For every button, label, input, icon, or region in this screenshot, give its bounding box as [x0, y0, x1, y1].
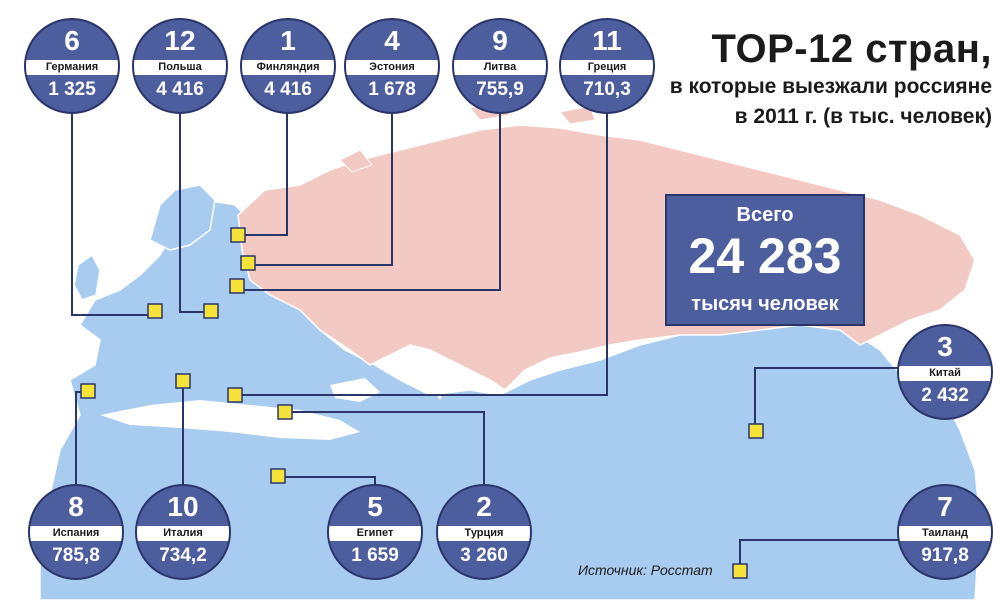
badge-value: 1 659 [351, 545, 399, 566]
badge-country-name: Греция [561, 60, 653, 75]
badge-value: 4 416 [156, 79, 204, 100]
badge-china: 3 Китай 2 432 [897, 324, 993, 420]
badge-country-name: Италия [137, 526, 229, 541]
total-box: Всего 24 283 тысяч человек [665, 194, 865, 326]
badge-rank: 6 [64, 25, 80, 56]
badge-country-name: Египет [329, 526, 421, 541]
badge-country-name: Польша [134, 60, 226, 75]
marker-spain [80, 383, 96, 399]
badge-value: 734,2 [159, 545, 207, 566]
badge-country-name: Германия [26, 60, 118, 75]
marker-egypt [270, 468, 286, 484]
badge-rank: 11 [592, 25, 622, 56]
marker-turkey [277, 404, 293, 420]
arctic-island-2 [559, 105, 596, 125]
leader-line-china [754, 367, 905, 432]
marker-finland [230, 227, 246, 243]
mediterranean-sea [100, 400, 360, 440]
page-subtitle-line2: в 2011 г. (в тыс. человек) [734, 105, 992, 128]
badge-country-name: Испания [30, 526, 122, 541]
badge-country-name: Таиланд [899, 526, 991, 541]
country-markers [80, 227, 764, 579]
leader-line-greece [236, 112, 608, 396]
leader-line-finland [240, 112, 288, 236]
badge-germany: 6 Германия 1 325 [24, 18, 120, 114]
marker-china [748, 423, 764, 439]
badge-value: 917,8 [921, 545, 969, 566]
badge-finland: 1 Финляндия 4 416 [240, 18, 336, 114]
marker-lithuania [229, 278, 245, 294]
uk-landmass [73, 253, 101, 301]
badge-country-name: Литва [454, 60, 546, 75]
badge-estonia: 4 Эстония 1 678 [344, 18, 440, 114]
badge-value: 1 678 [368, 79, 416, 100]
badge-value: 4 416 [264, 79, 312, 100]
badge-rank: 1 [280, 25, 296, 56]
badge-greece: 11 Греция 710,3 [559, 18, 655, 114]
badge-rank: 9 [492, 25, 508, 56]
badge-turkey: 2 Турция 3 260 [436, 484, 532, 580]
badge-country-name: Китай [899, 366, 991, 381]
scandinavia-landmass [149, 184, 216, 251]
page-title: ТОР-12 стран, [711, 27, 992, 71]
badge-rank: 10 [167, 491, 199, 522]
leader-line-thailand [739, 539, 905, 572]
leader-line-lithuania [240, 112, 501, 291]
badge-rank: 4 [384, 25, 400, 56]
badge-rank: 8 [68, 491, 84, 522]
badge-value: 785,8 [52, 545, 100, 566]
total-value: 24 283 [688, 228, 842, 284]
badge-value: 3 260 [460, 545, 508, 566]
leader-line-germany [71, 112, 150, 316]
caspian-sea [430, 345, 450, 400]
badge-lithuania: 9 Литва 755,9 [452, 18, 548, 114]
badge-country-name: Финляндия [242, 60, 334, 75]
badge-rank: 5 [367, 491, 383, 522]
total-label: Всего [736, 204, 794, 226]
arctic-island-3 [339, 149, 373, 173]
badge-rank: 12 [164, 25, 196, 56]
marker-greece [227, 387, 243, 403]
badge-country-name: Турция [438, 526, 530, 541]
marker-germany [147, 303, 163, 319]
total-unit: тысяч человек [691, 293, 839, 315]
source-credit: Источник: Росстат [578, 562, 713, 578]
marker-italy [175, 373, 191, 389]
title-block: ТОР-12 стран, в которые выезжали россиян… [600, 26, 992, 132]
badge-thailand: 7 Таиланд 917,8 [897, 484, 993, 580]
badge-italy: 10 Италия 734,2 [135, 484, 231, 580]
marker-poland [203, 303, 219, 319]
badge-country-name: Эстония [346, 60, 438, 75]
page-subtitle-line1: в которые выезжали россияне [669, 75, 992, 98]
leader-line-turkey [285, 411, 485, 490]
badge-egypt: 5 Египет 1 659 [327, 484, 423, 580]
leader-lines [71, 112, 905, 572]
marker-estonia [240, 255, 256, 271]
badge-rank: 7 [937, 491, 953, 522]
badge-spain: 8 Испания 785,8 [28, 484, 124, 580]
badge-value: 755,9 [476, 79, 524, 100]
badge-poland: 12 Польша 4 416 [132, 18, 228, 114]
badge-value: 2 432 [921, 385, 969, 406]
marker-thailand [732, 563, 748, 579]
badge-rank: 3 [937, 331, 953, 362]
badge-value: 710,3 [583, 79, 631, 100]
leader-line-estonia [248, 112, 393, 266]
badge-rank: 2 [476, 491, 492, 522]
leader-line-poland [179, 112, 208, 313]
badge-value: 1 325 [48, 79, 96, 100]
